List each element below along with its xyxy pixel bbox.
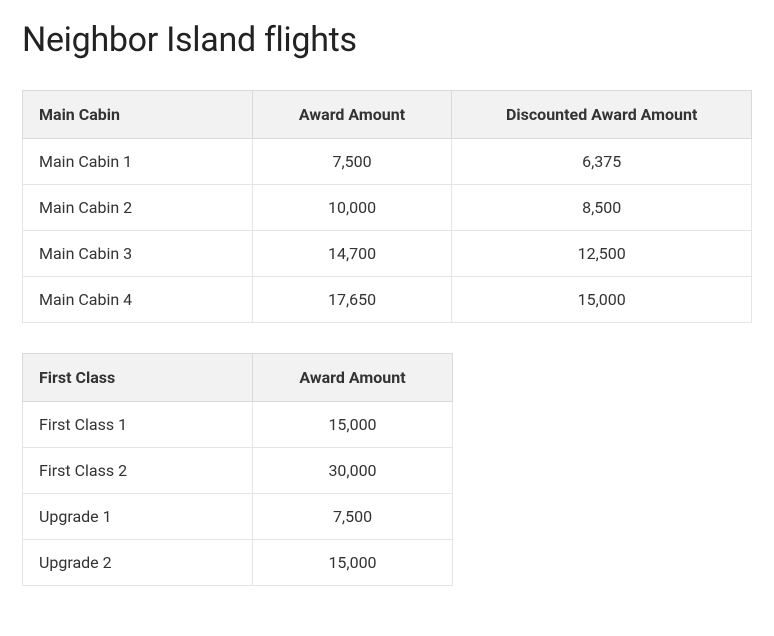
- table-row: Upgrade 2 15,000: [23, 540, 453, 586]
- column-header: Discounted Award Amount: [452, 91, 752, 139]
- table-row: Main Cabin 4 17,650 15,000: [23, 277, 752, 323]
- table-cell: Upgrade 1: [23, 494, 253, 540]
- table-row: First Class 1 15,000: [23, 402, 453, 448]
- table-cell: 6,375: [452, 139, 752, 185]
- first-class-table: First Class Award Amount First Class 1 1…: [22, 353, 453, 586]
- table-cell: Main Cabin 4: [23, 277, 253, 323]
- table-header-row: Main Cabin Award Amount Discounted Award…: [23, 91, 752, 139]
- table-cell: First Class 2: [23, 448, 253, 494]
- column-header: Main Cabin: [23, 91, 253, 139]
- table-cell: 7,500: [252, 139, 452, 185]
- table-cell: 10,000: [252, 185, 452, 231]
- table-cell: Main Cabin 3: [23, 231, 253, 277]
- table-cell: 8,500: [452, 185, 752, 231]
- table-cell: 14,700: [252, 231, 452, 277]
- table-row: Upgrade 1 7,500: [23, 494, 453, 540]
- table-row: First Class 2 30,000: [23, 448, 453, 494]
- table-cell: 15,000: [253, 402, 453, 448]
- table-header-row: First Class Award Amount: [23, 354, 453, 402]
- column-header: Award Amount: [252, 91, 452, 139]
- table-row: Main Cabin 1 7,500 6,375: [23, 139, 752, 185]
- table-cell: 7,500: [253, 494, 453, 540]
- table-cell: Main Cabin 1: [23, 139, 253, 185]
- page-title: Neighbor Island flights: [22, 20, 752, 60]
- table-row: Main Cabin 3 14,700 12,500: [23, 231, 752, 277]
- column-header: Award Amount: [253, 354, 453, 402]
- table-cell: Upgrade 2: [23, 540, 253, 586]
- table-cell: 30,000: [253, 448, 453, 494]
- table-cell: 15,000: [253, 540, 453, 586]
- column-header: First Class: [23, 354, 253, 402]
- table-cell: 12,500: [452, 231, 752, 277]
- main-cabin-table: Main Cabin Award Amount Discounted Award…: [22, 90, 752, 323]
- table-cell: 17,650: [252, 277, 452, 323]
- table-row: Main Cabin 2 10,000 8,500: [23, 185, 752, 231]
- table-cell: First Class 1: [23, 402, 253, 448]
- table-cell: Main Cabin 2: [23, 185, 253, 231]
- table-cell: 15,000: [452, 277, 752, 323]
